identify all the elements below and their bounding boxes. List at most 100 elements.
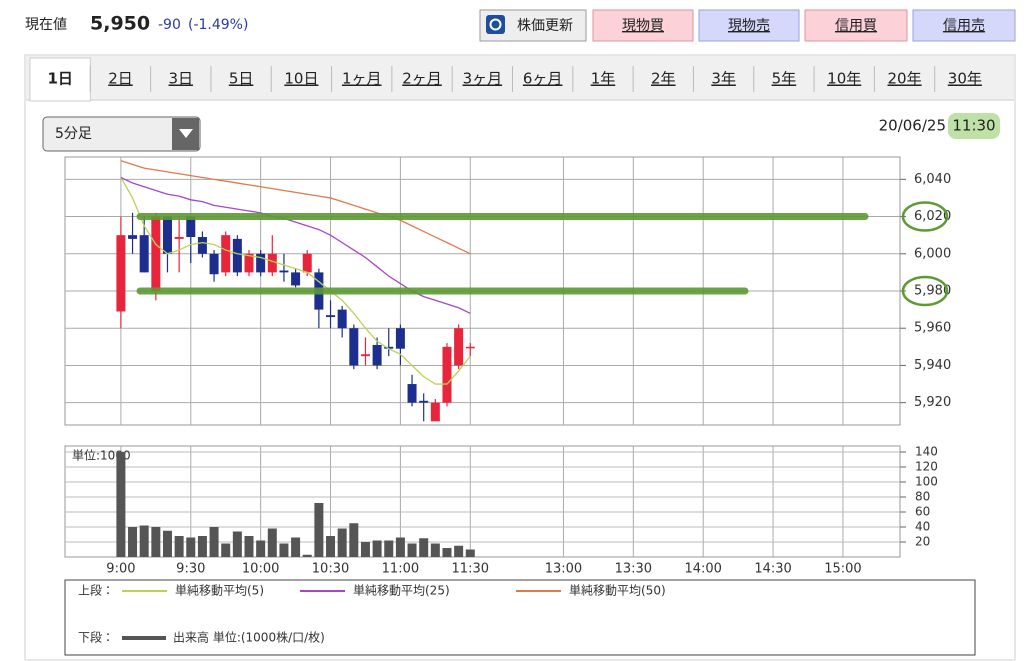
volume-bar <box>244 536 254 557</box>
tab[interactable]: 30年 <box>948 70 982 88</box>
time: 11:30 <box>952 117 995 135</box>
x-tick-label: 9:30 <box>176 562 205 577</box>
tab[interactable]: 6ヶ月 <box>523 70 563 88</box>
volume-bar <box>395 537 405 557</box>
tab[interactable]: 2ヶ月 <box>402 70 442 88</box>
candle-body <box>139 235 149 273</box>
tab[interactable]: 2日 <box>108 70 133 88</box>
legend-entry: 単純移動平均(25) <box>353 584 450 598</box>
volume-bar <box>465 549 475 557</box>
candle-body <box>151 216 161 291</box>
x-tick-label: 13:30 <box>615 562 652 577</box>
y-tick-label: 40 <box>915 520 930 534</box>
button-label[interactable]: 現物買 <box>622 18 664 34</box>
volume-bar <box>267 528 277 557</box>
tab[interactable]: 3年 <box>711 70 736 88</box>
tab[interactable]: 5日 <box>229 70 254 88</box>
tab[interactable]: 20年 <box>887 70 921 88</box>
button-label[interactable]: 現物売 <box>728 18 770 34</box>
volume-bar <box>326 536 336 557</box>
interval-select[interactable] <box>42 116 201 152</box>
tab[interactable]: 3ヶ月 <box>463 70 503 88</box>
candle-body <box>279 270 289 273</box>
candle-body <box>384 346 394 349</box>
time-highlight <box>948 113 1000 139</box>
y-tick-label: 140 <box>915 445 938 459</box>
tab[interactable]: 3日 <box>169 70 194 88</box>
candle-body <box>337 309 347 329</box>
refresh-glyph <box>489 18 502 31</box>
button[interactable] <box>804 9 908 42</box>
y-tick-label: 20 <box>915 535 930 549</box>
y-tick-label: 5,960 <box>914 321 951 336</box>
x-tick-label: 14:00 <box>684 562 721 577</box>
x-tick-label: 13:00 <box>545 562 582 577</box>
tab-bar <box>26 56 1014 100</box>
candle-body <box>221 235 231 273</box>
volume-bar <box>256 540 266 557</box>
candle-body <box>128 235 138 239</box>
x-tick-label: 10:00 <box>242 562 279 577</box>
volume-frame <box>64 445 901 558</box>
tab[interactable]: 1ヶ月 <box>342 70 382 88</box>
refresh-icon <box>486 15 505 34</box>
unit-label: 単位:1000 <box>72 449 131 463</box>
tab[interactable]: 10年 <box>827 70 861 88</box>
legend-entry: 出来高 単位:(1000株/口/枚) <box>173 630 325 645</box>
button-label[interactable]: 信用買 <box>835 18 877 34</box>
candle-body <box>197 237 207 254</box>
candle-body <box>256 253 266 273</box>
volume-bar <box>221 543 231 557</box>
volume-bar <box>279 543 289 557</box>
highlight-circle <box>901 275 949 307</box>
button-label[interactable]: 株価更新 <box>517 18 573 34</box>
volume-bar <box>430 543 440 557</box>
ma-line <box>120 160 471 255</box>
candle-body <box>430 402 440 422</box>
volume-bar <box>302 554 312 557</box>
highlight-circle <box>901 201 949 232</box>
tab[interactable]: 2年 <box>651 70 676 88</box>
y-tick-label: 120 <box>915 460 938 474</box>
tab[interactable]: 10日 <box>284 70 318 88</box>
volume-bar <box>372 540 382 557</box>
volume-bar <box>360 542 370 557</box>
button[interactable] <box>592 9 694 42</box>
tab[interactable]: 1日 <box>47 70 72 88</box>
button[interactable] <box>912 9 1016 42</box>
x-tick-label: 11:30 <box>452 562 489 577</box>
select-arrow <box>179 129 193 138</box>
candle-body <box>116 235 126 312</box>
date: 20/06/25 <box>879 117 946 135</box>
volume-bar <box>384 540 394 557</box>
change-pct: (-1.49%) <box>188 17 248 33</box>
candle-body <box>186 216 196 238</box>
x-tick-label: 14:30 <box>754 562 791 577</box>
candle-body <box>209 253 219 275</box>
x-tick-label: 10:30 <box>312 562 349 577</box>
tab[interactable]: 1年 <box>591 70 616 88</box>
panel <box>24 54 1016 661</box>
volume-bar <box>407 543 417 557</box>
y-tick-label: 5,980 <box>914 284 951 299</box>
button[interactable] <box>698 9 800 42</box>
candle-body <box>454 328 464 366</box>
x-tick-label: 9:00 <box>106 562 135 577</box>
candle-body <box>372 344 382 366</box>
candle-body <box>162 216 172 254</box>
candle-body <box>291 272 301 286</box>
candle-body <box>232 238 242 273</box>
volume-bar <box>337 528 347 557</box>
interval: 5分足 <box>55 126 92 142</box>
change: -90 <box>158 17 181 33</box>
volume-bar <box>174 536 184 557</box>
y-tick-label: 5,920 <box>914 395 951 410</box>
legend-label: 上段： <box>78 583 114 598</box>
volume-bar <box>314 503 324 557</box>
y-tick-label: 6,000 <box>914 246 951 261</box>
y-tick-label: 5,940 <box>914 358 951 373</box>
button-label[interactable]: 信用売 <box>943 18 985 34</box>
tab[interactable]: 5年 <box>772 70 797 88</box>
y-tick-label: 6,040 <box>914 172 951 187</box>
